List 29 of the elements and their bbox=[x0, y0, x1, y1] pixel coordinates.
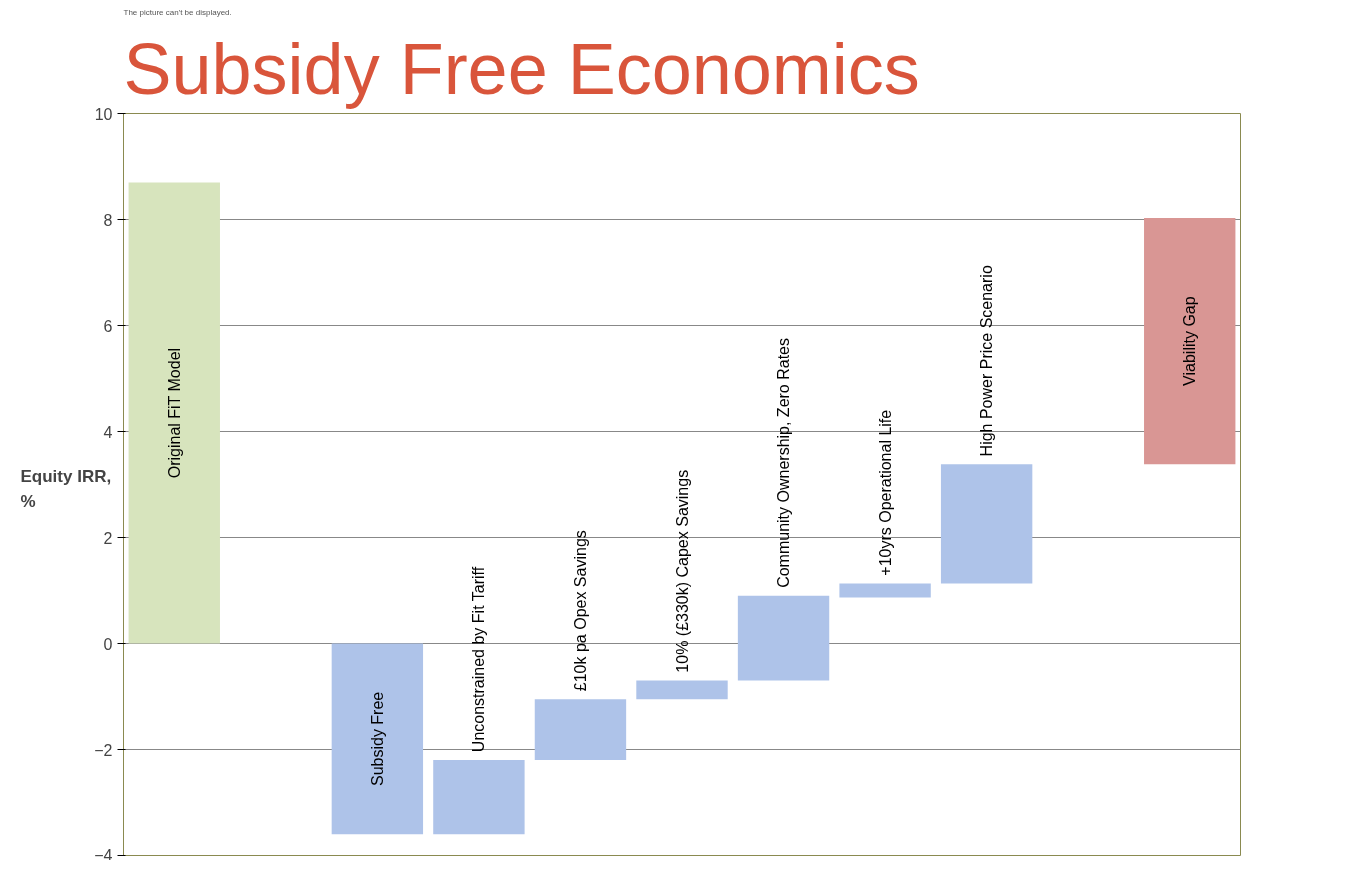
bar bbox=[636, 680, 728, 700]
bar bbox=[331, 643, 424, 835]
x-tick-label: Subsidy Free bbox=[368, 691, 386, 787]
y-tick-label: 6 bbox=[103, 317, 113, 335]
x-tick-label: Community Ownership, Zero Rates bbox=[775, 337, 793, 588]
bar bbox=[940, 464, 1033, 584]
bar bbox=[839, 583, 931, 598]
x-tick-label: Original FiT Model bbox=[165, 347, 183, 479]
y-tick-label: 8 bbox=[103, 211, 113, 229]
x-tick-label: High Power Price Scenario bbox=[978, 265, 996, 457]
bar bbox=[534, 699, 627, 761]
y-tick-label: −2 bbox=[94, 741, 113, 759]
y-tick-label: 10 bbox=[94, 105, 113, 123]
bar bbox=[737, 595, 830, 681]
y-tick-label: 4 bbox=[103, 423, 113, 441]
x-tick-label: £10k pa Opex Savings bbox=[571, 530, 589, 692]
x-tick-label: 10% (£330k) Capex Savings bbox=[673, 469, 691, 673]
x-tick-label: Viability Gap bbox=[1181, 296, 1199, 386]
bar bbox=[1144, 217, 1236, 465]
y-tick-label: −4 bbox=[94, 846, 113, 864]
bar bbox=[433, 760, 525, 835]
chart-title: Subsidy Free Economics bbox=[123, 28, 920, 109]
bar bbox=[128, 182, 220, 644]
x-tick-label: +10yrs Operational Life bbox=[876, 409, 894, 576]
text: The picture can't be displayed. bbox=[123, 7, 232, 17]
y-axis-title: Equity IRR, % bbox=[20, 467, 112, 511]
y-tick-label: 0 bbox=[103, 635, 113, 653]
x-tick-label: Unconstrained by Fit Tariff bbox=[470, 566, 488, 753]
y-tick-label: 2 bbox=[103, 529, 113, 547]
